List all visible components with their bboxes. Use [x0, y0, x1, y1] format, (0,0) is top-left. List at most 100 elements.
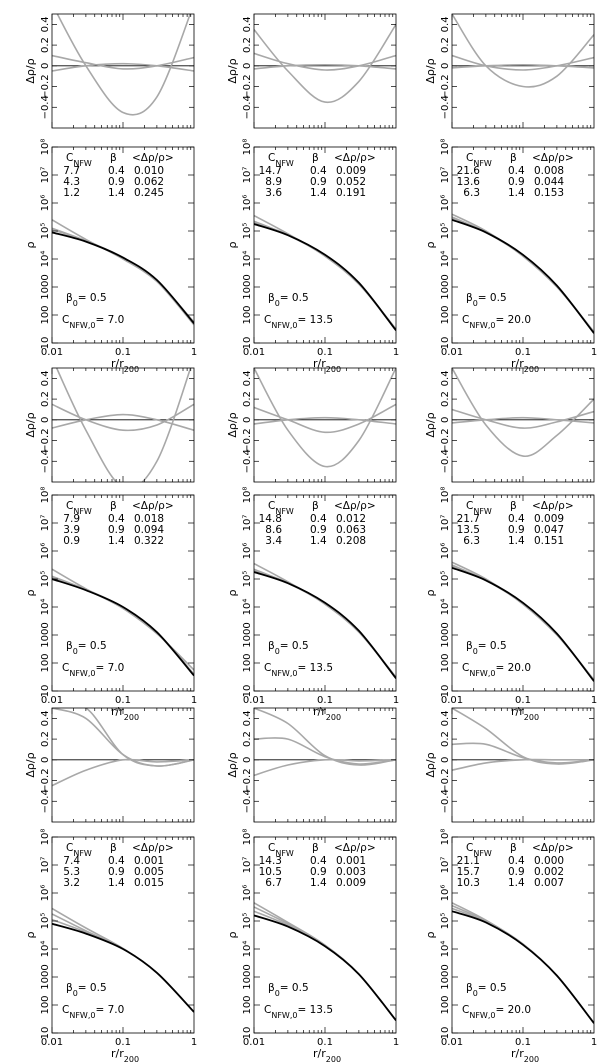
x-tick-label: 0.1	[115, 347, 131, 358]
residual-curve-fit2	[254, 737, 396, 765]
density-data-curve	[452, 910, 594, 1024]
table-cell-cnfw: 7.4	[63, 855, 80, 867]
table-cell-cnfw: 4.3	[63, 176, 80, 188]
x-tick-label: 1	[393, 1037, 399, 1048]
table-cell-residual: 0.063	[336, 524, 366, 536]
residual-ylabel: Δρ/ρ	[424, 412, 437, 437]
y-tick-label: 100	[40, 653, 51, 672]
beta0-label: β0= 0.5	[268, 982, 309, 998]
table-cell-cnfw: 8.6	[265, 524, 282, 536]
residual-curve-fit3	[452, 708, 594, 765]
x-tick-label: 0.01	[441, 695, 463, 706]
table-header-residual: <Δρ/ρ>	[532, 842, 574, 854]
density-ylabel: ρ	[424, 931, 437, 938]
table-cell-cnfw: 1.2	[63, 187, 80, 199]
table-cell-cnfw: 10.5	[259, 866, 282, 878]
y-tick-label: 10⁵	[40, 571, 51, 588]
y-tick-label: 10⁸	[440, 487, 451, 504]
table-cell-residual: 0.062	[134, 176, 164, 188]
x-tick-label: 0.01	[41, 347, 63, 358]
table-cell-cnfw: 6.7	[265, 877, 282, 889]
y-tick-label: 100	[242, 653, 253, 672]
residual-axes-frame	[51, 13, 195, 129]
y-tick-label: 10⁷	[440, 515, 451, 532]
x-tick-label: 0.1	[515, 695, 531, 706]
y-tick-label: −0.4	[242, 449, 253, 473]
residual-curve-fit2	[452, 54, 594, 71]
density-data-curve	[254, 914, 396, 1021]
table-header-beta: β	[510, 152, 517, 164]
density-data-curve	[254, 571, 396, 679]
y-tick-label: 10⁸	[440, 829, 451, 846]
y-tick-label: 1000	[40, 274, 51, 299]
residual-curve-fit1	[254, 416, 396, 425]
residual-curve-fit1	[52, 758, 194, 787]
table-header-residual: <Δρ/ρ>	[334, 152, 376, 164]
table-header-cnfw: CNFW	[268, 500, 294, 516]
table-cell-beta: 1.4	[508, 877, 525, 889]
table-cell-cnfw: 3.2	[63, 877, 80, 889]
y-tick-label: 0.4	[40, 16, 51, 32]
density-ylabel: ρ	[24, 931, 37, 938]
residual-curve-fit3	[254, 368, 396, 468]
table-header-cnfw: CNFW	[466, 152, 492, 168]
x-tick-label: 0.1	[317, 347, 333, 358]
residual-curve-fit1	[452, 416, 594, 424]
y-tick-label: 10⁸	[40, 487, 51, 504]
y-tick-label: −0.2	[40, 768, 51, 792]
y-tick-label: 0	[440, 63, 451, 69]
y-tick-label: 0.4	[440, 16, 451, 32]
table-cell-beta: 0.9	[108, 866, 125, 878]
table-cell-cnfw: 15.7	[457, 866, 480, 878]
table-cell-residual: 0.007	[534, 877, 564, 889]
y-tick-label: −0.4	[40, 789, 51, 813]
y-tick-label: 100	[242, 305, 253, 324]
table-header-residual: <Δρ/ρ>	[334, 842, 376, 854]
y-tick-label: 10⁵	[440, 223, 451, 240]
table-cell-beta: 0.4	[108, 855, 125, 867]
beta0-label: β0= 0.5	[268, 292, 309, 308]
table-cell-beta: 0.9	[310, 524, 327, 536]
table-cell-beta: 1.4	[310, 535, 327, 547]
table-cell-residual: 0.009	[336, 877, 366, 889]
panel-row3-col1: −0.4−0.2 0 0.2 0.4 Δρ/ρ 10 100 1000 10⁴ 10⁵ 10⁶ 10⁷…	[24, 707, 197, 1063]
table-cell-cnfw: 6.3	[463, 187, 480, 199]
y-tick-label: 0.2	[40, 731, 51, 747]
table-cell-beta: 0.9	[108, 524, 125, 536]
residual-curve-fit2	[52, 54, 194, 70]
density-fit-curve-3	[254, 562, 396, 678]
residual-axes-frame	[253, 13, 397, 129]
y-tick-label: 0	[40, 63, 51, 69]
table-cell-beta: 0.4	[508, 165, 525, 177]
y-tick-label: −0.2	[40, 428, 51, 452]
table-cell-cnfw: 0.9	[63, 535, 80, 547]
y-tick-label: 10⁷	[40, 857, 51, 874]
y-tick-label: 10⁵	[242, 223, 253, 240]
table-cell-cnfw: 21.6	[457, 165, 481, 177]
table-cell-residual: 0.044	[534, 176, 564, 188]
density-fit-curve-1	[52, 918, 194, 1013]
density-ylabel: ρ	[424, 589, 437, 596]
y-tick-label: 10⁵	[242, 913, 253, 930]
y-tick-label: −0.4	[242, 95, 253, 119]
y-tick-label: 10⁴	[242, 251, 253, 268]
cnfw0-label: CNFW,0= 13.5	[264, 1004, 333, 1020]
x-tick-label: 1	[191, 347, 197, 358]
table-cell-beta: 0.4	[508, 855, 525, 867]
y-tick-label: 10⁸	[242, 487, 253, 504]
table-cell-residual: 0.245	[134, 187, 164, 199]
y-tick-label: −0.2	[242, 428, 253, 452]
residual-curve-fit1	[52, 62, 194, 72]
y-tick-label: 10⁶	[40, 885, 51, 902]
y-tick-label: 0.2	[440, 731, 451, 747]
y-tick-label: 10⁷	[40, 515, 51, 532]
table-header-beta: β	[510, 500, 517, 512]
table-cell-residual: 0.047	[534, 524, 564, 536]
y-tick-label: 10⁶	[242, 195, 253, 212]
table-cell-residual: 0.322	[134, 535, 164, 547]
table-header-residual: <Δρ/ρ>	[132, 152, 174, 164]
table-cell-cnfw: 21.7	[457, 513, 480, 525]
y-tick-label: 10⁷	[242, 167, 253, 184]
y-tick-label: 1000	[440, 622, 451, 647]
y-tick-label: 10	[40, 685, 51, 698]
